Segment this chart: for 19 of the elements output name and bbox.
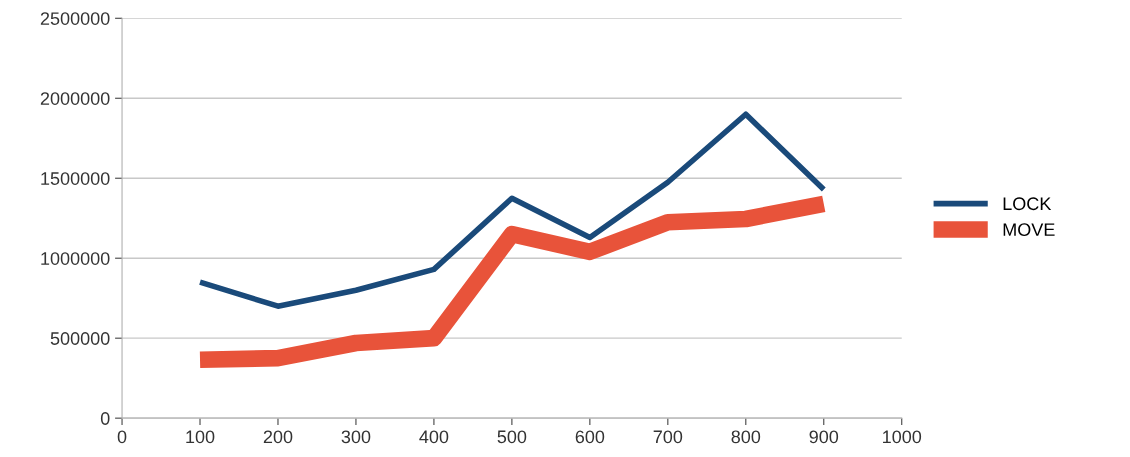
x-tick-label: 100 [186,430,215,444]
x-tick-label: 900 [809,430,839,444]
y-tick-label: 0 [100,412,110,425]
x-tick-label: 300 [341,430,371,444]
y-tick-label: 1500000 [41,172,110,185]
y-tick-label: 500000 [50,332,110,345]
y-tick-label: 2000000 [40,92,110,105]
x-tick-label: 600 [575,430,605,444]
x-tick-label: 0 [117,430,127,444]
x-tick-label: 400 [419,430,449,444]
x-tick-label: 500 [497,430,527,444]
legend-label: LOCK [1003,197,1052,211]
legend-label: MOVE [1003,223,1055,236]
y-tick-label: 1000000 [41,252,110,265]
x-tick-label: 800 [731,430,761,444]
x-tick-label: 200 [263,430,293,444]
x-tick-label: 1000 [883,430,922,444]
x-tick-label: 700 [653,430,683,444]
y-tick-label: 2500000 [40,12,110,25]
